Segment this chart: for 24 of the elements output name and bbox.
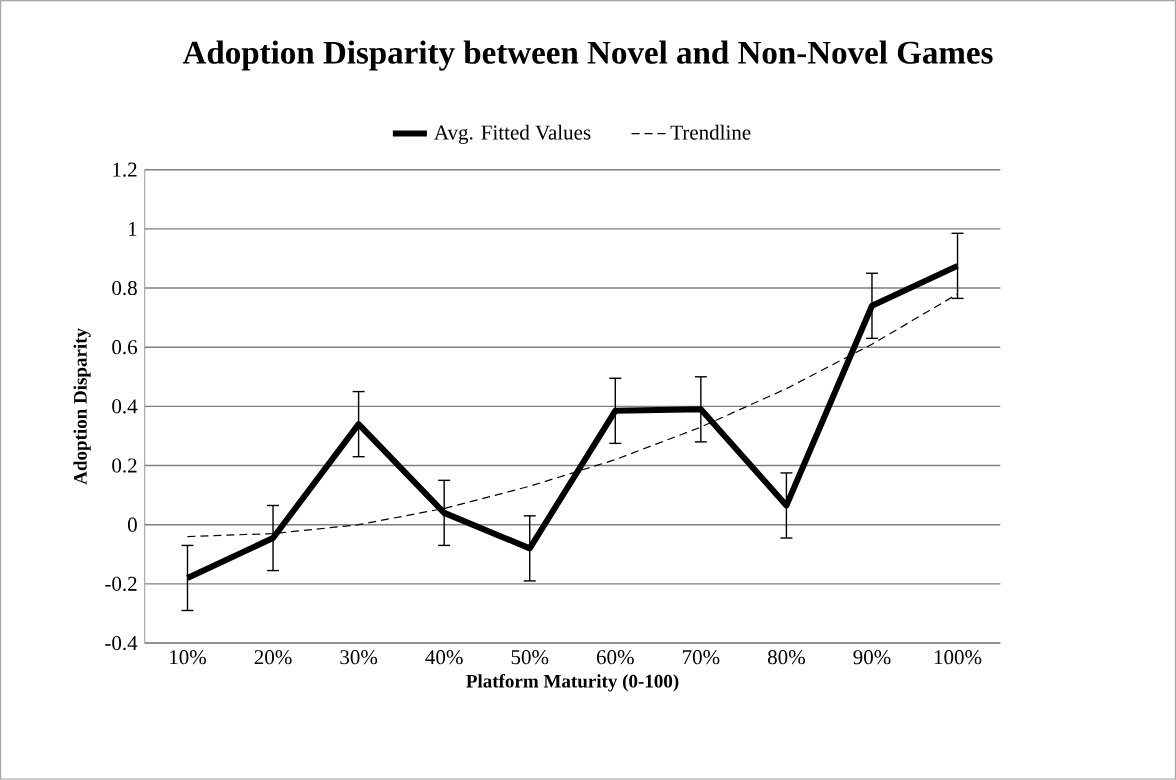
y-tick-label: 0 [127, 517, 137, 532]
x-tick-label: 30% [340, 650, 378, 665]
y-tick-label: 1.2 [113, 162, 137, 177]
x-tick-label: 50% [511, 650, 549, 665]
legend-label: Avg. Fitted Values [434, 124, 591, 145]
y-tick-label: 0.4 [112, 399, 138, 414]
x-tick-label: 10% [170, 650, 207, 665]
y-axis-title: Adoption Disparity [73, 328, 91, 485]
y-tick-label: 0.8 [112, 281, 137, 296]
x-tick-label: 70% [682, 650, 720, 665]
x-tick-label: 20% [254, 650, 292, 665]
x-tick-label: 90% [853, 650, 891, 665]
x-tick-label: 40% [425, 650, 463, 665]
x-tick-label: 60% [596, 650, 634, 665]
y-tick-label: -0.4 [105, 636, 138, 651]
x-tick-label: 100% [934, 650, 982, 665]
y-tick-label: 0.6 [112, 340, 138, 355]
x-tick-label: 80% [767, 650, 805, 665]
y-tick-label: -0.2 [105, 576, 137, 592]
x-axis-title: Platform Maturity (0-100) [466, 674, 679, 692]
y-tick-label: 1 [129, 222, 137, 236]
chart-title: Adoption Disparity between Novel and Non-Novel Games [182, 40, 993, 71]
legend-label: Trendline [670, 124, 751, 140]
y-tick-label: 0.2 [112, 458, 137, 473]
